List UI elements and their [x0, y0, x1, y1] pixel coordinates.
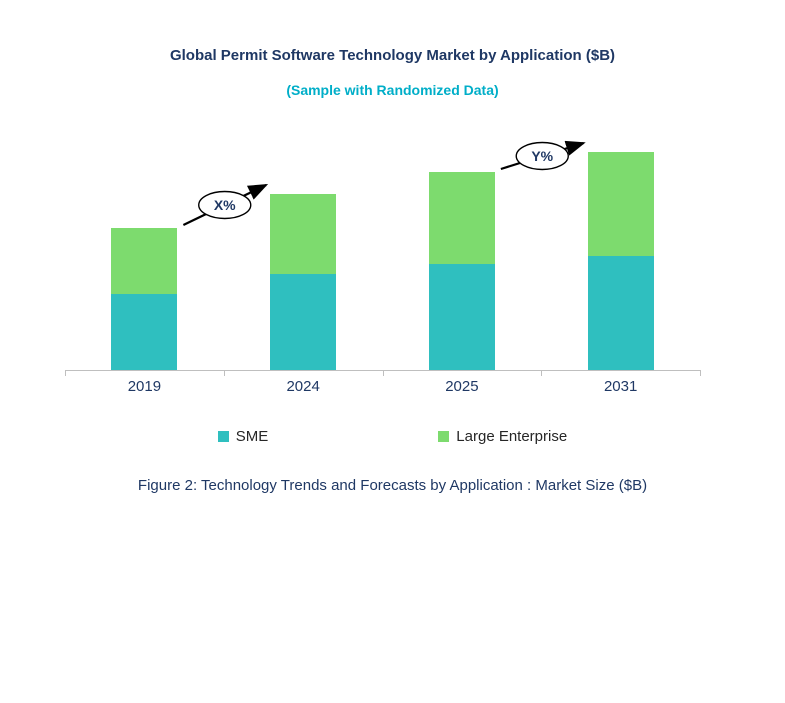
chart-title: Global Permit Software Technology Market… — [169, 47, 616, 64]
x-axis-tick — [541, 370, 543, 376]
plot-area: 2019 2024 2025 2031 — [65, 120, 701, 395]
chart-subtitle: (Sample with Randomized Data) — [286, 82, 499, 98]
bar-segment-large-enterprise-2024 — [270, 194, 337, 274]
bar-segment-sme-2031 — [587, 256, 654, 370]
x-axis-label-2031: 2031 — [603, 378, 638, 395]
chart-legend: SME Large Enterprise — [0, 428, 785, 445]
x-axis-tick — [382, 370, 384, 376]
legend-swatch-icon — [217, 431, 229, 442]
bar-segment-large-enterprise-2025 — [428, 172, 495, 264]
bar-segment-large-enterprise-2019 — [111, 228, 178, 294]
bar-segment-sme-2024 — [270, 274, 337, 370]
x-axis-tick — [65, 370, 66, 376]
x-axis-tick — [223, 370, 225, 376]
x-axis-label-2025: 2025 — [445, 378, 479, 395]
legend-swatch-icon — [438, 431, 450, 442]
bar-segment-sme-2019 — [111, 294, 178, 370]
legend-item-sme: SME — [217, 428, 269, 445]
bar-segment-large-enterprise-2031 — [587, 152, 654, 256]
bar-segment-sme-2025 — [428, 264, 495, 370]
figure-caption: Figure 2: Technology Trends and Forecast… — [137, 477, 648, 494]
x-axis-label-2019: 2019 — [127, 378, 162, 395]
x-axis-label-2024: 2024 — [286, 378, 320, 395]
legend-label: Large Enterprise — [456, 428, 568, 445]
x-axis-tick — [700, 370, 701, 376]
legend-item-large-enterprise: Large Enterprise — [438, 428, 567, 445]
legend-label: SME — [235, 428, 269, 445]
